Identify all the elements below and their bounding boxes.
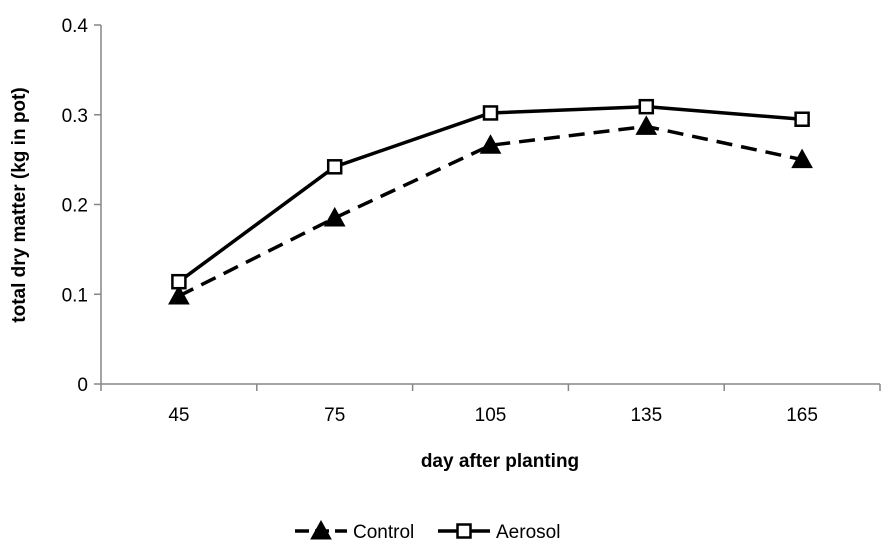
y-axis-title: total dry matter (kg in pot) — [9, 87, 30, 322]
legend-marker — [310, 519, 332, 540]
axes — [100, 25, 880, 385]
data-point-aerosol — [171, 273, 187, 290]
y-tick-label: 0.4 — [62, 16, 89, 37]
data-point-control — [168, 285, 190, 305]
y-tick-label: 0.3 — [62, 106, 88, 127]
data-point-control — [323, 206, 346, 227]
legend-marker — [456, 523, 472, 539]
series-layer — [168, 98, 813, 305]
y-tick-label: 0 — [77, 375, 88, 396]
x-tick-label: 75 — [324, 405, 345, 426]
data-point-control — [791, 148, 813, 169]
data-point-aerosol — [482, 105, 499, 121]
data-point-aerosol — [326, 159, 343, 175]
series-aerosol — [171, 98, 810, 290]
data-point-control — [635, 115, 658, 135]
x-tick-label: 135 — [630, 405, 662, 426]
x-axis-title: day after planting — [421, 451, 579, 472]
x-tick-label: 165 — [786, 405, 818, 426]
legend: Control Aerosol — [295, 519, 560, 541]
x-tick-label: 45 — [168, 405, 189, 426]
legend-item-aerosol: Aerosol — [438, 522, 560, 541]
x-tick-label: 105 — [475, 405, 507, 426]
y-tick-label: 0.2 — [62, 196, 88, 217]
legend-label: Aerosol — [496, 522, 560, 541]
series-line-aerosol — [177, 104, 803, 284]
series-control — [168, 115, 813, 305]
y-axis-ticks: 0 0.1 0.2 0.3 0.4 — [62, 16, 101, 396]
data-point-aerosol — [638, 98, 655, 115]
legend-label: Control — [353, 522, 414, 541]
x-axis-ticks: 45 75 105 135 165 — [100, 384, 881, 426]
legend-item-control: Control — [295, 519, 414, 541]
data-point-aerosol — [794, 111, 810, 127]
data-point-control — [479, 134, 502, 154]
series-line-control — [178, 124, 803, 298]
y-tick-label: 0.1 — [62, 285, 88, 306]
